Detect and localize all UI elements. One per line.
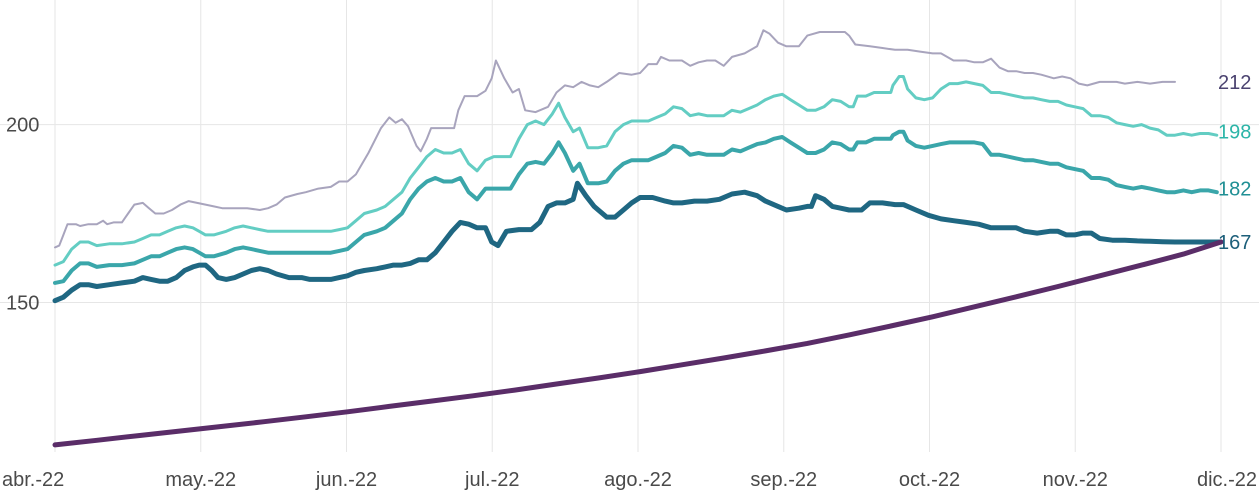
label-layer: abr.-22 may.-22 jun.-22 jul.-22 ago.-22 sep.-… bbox=[2, 72, 1257, 491]
y-tick-label: 150 bbox=[6, 293, 39, 315]
x-tick-label: sep.-22 bbox=[750, 469, 817, 491]
end-value-label: 198 bbox=[1218, 122, 1251, 144]
x-tick-label: abr.-22 bbox=[2, 469, 64, 491]
x-tick-label: oct.-22 bbox=[899, 469, 960, 491]
series-line-1 bbox=[54, 29, 1176, 249]
end-value-label: 167 bbox=[1218, 232, 1251, 254]
end-value-label: 212 bbox=[1218, 72, 1251, 94]
x-tick-label: ago.-22 bbox=[604, 469, 672, 491]
end-value-label: 182 bbox=[1218, 179, 1251, 201]
series-line-3 bbox=[53, 129, 1219, 285]
x-tick-label: dic.-22 bbox=[1197, 469, 1257, 491]
x-tick-label: jun.-22 bbox=[315, 469, 377, 491]
series-line-2 bbox=[53, 75, 1219, 267]
series-line-5 bbox=[52, 239, 1224, 448]
y-tick-label: 200 bbox=[6, 115, 39, 137]
x-tick-label: nov.-22 bbox=[1043, 469, 1108, 491]
series-layer bbox=[52, 29, 1224, 448]
x-tick-label: may.-22 bbox=[165, 469, 236, 491]
series-line-4 bbox=[52, 180, 1224, 304]
x-tick-label: jul.-22 bbox=[464, 469, 519, 491]
grid-layer bbox=[0, 0, 1259, 452]
